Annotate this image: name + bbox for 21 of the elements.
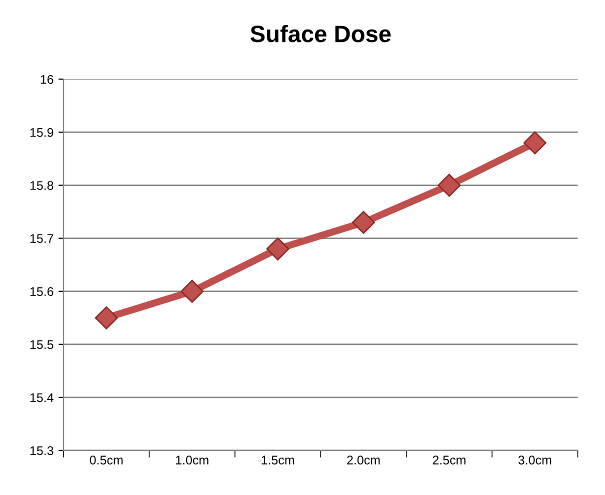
point bbox=[94, 306, 118, 330]
y-tick-label: 16 bbox=[40, 75, 54, 84]
point bbox=[523, 131, 546, 154]
point bbox=[352, 210, 375, 234]
x-tick-label: 3.0cm bbox=[518, 456, 552, 464]
y-tick-label: 15.5 bbox=[30, 340, 54, 350]
point bbox=[438, 174, 461, 197]
x-tick-label: 1.0cm bbox=[176, 456, 208, 464]
point bbox=[266, 237, 290, 260]
x-tick-label: 1.5cm bbox=[262, 456, 294, 464]
y-tick-label: 15.7 bbox=[30, 234, 54, 243]
x-tick-label: 2.5cm bbox=[432, 456, 466, 464]
y-tick-label: 15.6 bbox=[30, 287, 54, 296]
x-tick-label: 2.0cm bbox=[347, 456, 380, 464]
y-tick-label: 15.4 bbox=[30, 393, 54, 402]
y-tick-label: 15.3 bbox=[30, 446, 54, 456]
y-tick-label: 15.8 bbox=[30, 181, 54, 190]
chart-title: Suface Dose bbox=[250, 24, 391, 42]
y-tick-label: 15.9 bbox=[30, 128, 54, 137]
point bbox=[180, 280, 204, 303]
x-tick-label: 0.5cm bbox=[90, 456, 123, 464]
